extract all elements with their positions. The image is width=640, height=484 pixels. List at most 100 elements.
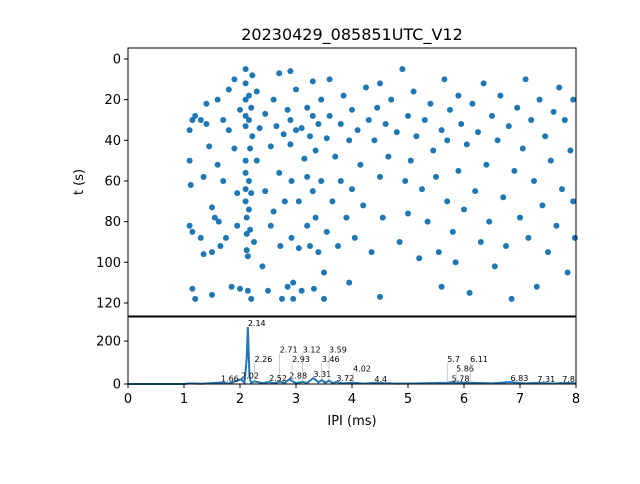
peak-annotation: 2.93 — [292, 355, 310, 364]
scatter-point — [458, 121, 465, 128]
scatter-point — [500, 194, 507, 201]
peak-annotation: 6.83 — [510, 374, 528, 383]
scatter-point — [469, 100, 476, 107]
scatter-point — [480, 80, 487, 87]
y-tick-label: 0 — [113, 52, 121, 67]
scatter-point — [503, 243, 509, 250]
scatter-point — [187, 182, 194, 189]
scatter-point — [247, 145, 254, 152]
scatter-point — [220, 116, 227, 123]
peak-annotation: 2.71 — [280, 346, 298, 355]
scatter-point — [475, 129, 481, 136]
scatter-point — [280, 131, 287, 138]
scatter-point — [214, 96, 221, 103]
scatter-point — [200, 173, 207, 180]
ipi-histogram: 2.14 3.31 2.02 2.88 3.463.59 2.93 2.26 2.71 3.12… — [96, 319, 580, 407]
scatter-point — [522, 76, 529, 83]
scatter-point — [197, 116, 204, 123]
scatter-point — [405, 112, 411, 119]
scatter-point — [567, 147, 574, 154]
scatter-point — [494, 137, 501, 144]
scatter-point — [243, 230, 250, 237]
scatter-point — [357, 161, 364, 168]
scatter-point — [346, 137, 353, 144]
scatter-point — [211, 214, 218, 221]
x-tick-label: 6 — [460, 392, 468, 407]
scatter-point — [248, 190, 255, 197]
histogram-axes-frame — [127, 316, 577, 385]
scatter-point — [287, 141, 294, 148]
y-tick-label: 20 — [104, 93, 121, 108]
scatter-point — [249, 72, 256, 79]
scatter-point — [214, 161, 221, 168]
scatter-point — [351, 234, 358, 241]
scatter-point — [508, 295, 515, 302]
scatter-point — [363, 84, 369, 91]
scatter-point — [349, 106, 355, 113]
scatter-point — [452, 259, 459, 266]
scatter-point — [290, 295, 297, 302]
scatter-point — [293, 127, 299, 134]
scatter-point — [288, 177, 295, 184]
scatter-point — [276, 70, 283, 77]
scatter-point — [326, 112, 333, 119]
scatter-point — [430, 147, 437, 154]
scatter-point — [265, 287, 271, 294]
peak-annotation: 2.88 — [289, 371, 307, 380]
scatter-point — [242, 169, 249, 176]
peak-annotation: 3.46 — [322, 355, 340, 364]
scatter-point — [318, 96, 325, 103]
scatter-point — [256, 125, 263, 132]
peak-annotation: 3.31 — [313, 370, 331, 379]
scatter-point — [564, 269, 571, 276]
scatter-point — [449, 228, 456, 235]
scatter-point — [399, 66, 406, 73]
peak-annotation: 4.02 — [353, 365, 371, 374]
scatter-point — [382, 121, 389, 128]
scatter-point — [346, 279, 353, 286]
scatter-point — [326, 76, 333, 83]
scatter-point — [242, 112, 249, 119]
scatter-point — [332, 153, 339, 160]
scatter-point — [309, 78, 316, 85]
scatter-point — [419, 186, 425, 193]
scatter-point — [374, 104, 381, 111]
scatter-point — [192, 112, 199, 119]
scatter-point — [215, 218, 222, 225]
scatter-point — [304, 173, 311, 180]
x-axis-label: IPI (ms) — [327, 414, 376, 429]
scatter-point — [276, 169, 283, 176]
scatter-point — [424, 218, 431, 225]
scatter-point — [237, 285, 243, 292]
scatter-point — [284, 283, 291, 290]
scatter-point — [455, 92, 462, 99]
scatter-point — [547, 157, 554, 164]
scatter-point — [519, 145, 526, 152]
scatter-point — [234, 190, 241, 197]
peak-annotation: 3.59 — [329, 346, 347, 355]
peak-annotation: 7.8 — [562, 375, 575, 384]
scatter-point — [245, 92, 252, 99]
scatter-point — [220, 177, 227, 184]
scatter-point — [368, 249, 375, 256]
scatter-point — [531, 177, 537, 184]
scatter-point — [533, 283, 540, 290]
scatter-point — [253, 157, 260, 164]
scatter-point — [486, 218, 493, 225]
peak-annotation: 5.86 — [456, 365, 474, 374]
scatter-point — [447, 106, 453, 113]
scatter-point — [444, 137, 451, 144]
scatter-point — [570, 198, 577, 205]
scatter-point — [371, 137, 378, 144]
y-tick-label: 120 — [96, 296, 121, 311]
scatter-point — [242, 157, 249, 164]
scatter-point — [231, 145, 238, 152]
y-tick-label: 0 — [113, 378, 121, 393]
scatter-point — [550, 108, 557, 115]
scatter-point — [243, 247, 250, 254]
scatter-point — [559, 186, 565, 193]
scatter-point — [536, 96, 543, 103]
scatter-point — [416, 255, 423, 262]
peak-annotation: 2.02 — [241, 371, 259, 380]
x-tick-label: 5 — [404, 392, 412, 407]
